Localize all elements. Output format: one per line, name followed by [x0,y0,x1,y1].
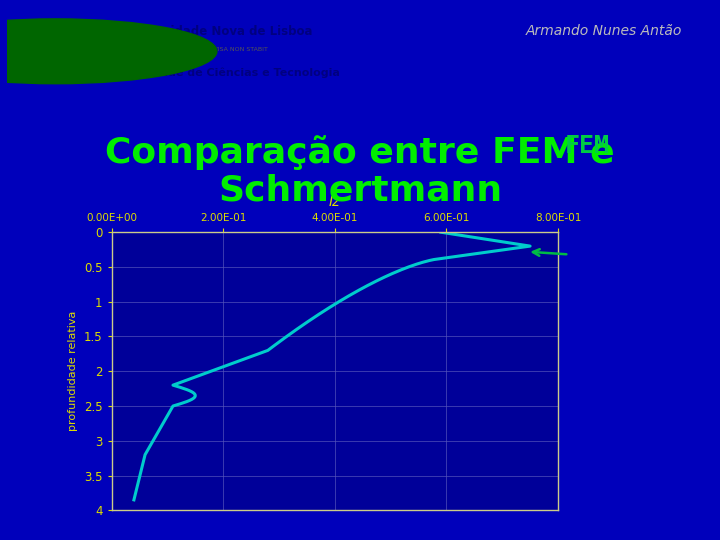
Y-axis label: profundidade relativa: profundidade relativa [68,311,78,431]
Text: OMNIS CIVITAS CONTRA SE DIVISA NON STABIT: OMNIS CIVITAS CONTRA SE DIVISA NON STABI… [120,47,268,52]
Circle shape [0,24,189,78]
Circle shape [0,37,128,66]
Text: Armando Nunes Antão: Armando Nunes Antão [526,24,682,38]
Text: Faculdade de Ciências e Tecnologia: Faculdade de Ciências e Tecnologia [120,68,340,78]
Circle shape [0,29,164,73]
Text: Comparação entre FEM e: Comparação entre FEM e [105,135,615,170]
Text: Schmertmann: Schmertmann [218,174,502,208]
Text: FEM: FEM [565,134,611,158]
Circle shape [15,43,96,59]
Text: Universidade Nova de Lisboa: Universidade Nova de Lisboa [120,25,312,38]
Circle shape [0,19,217,84]
X-axis label: Iz: Iz [329,195,341,209]
